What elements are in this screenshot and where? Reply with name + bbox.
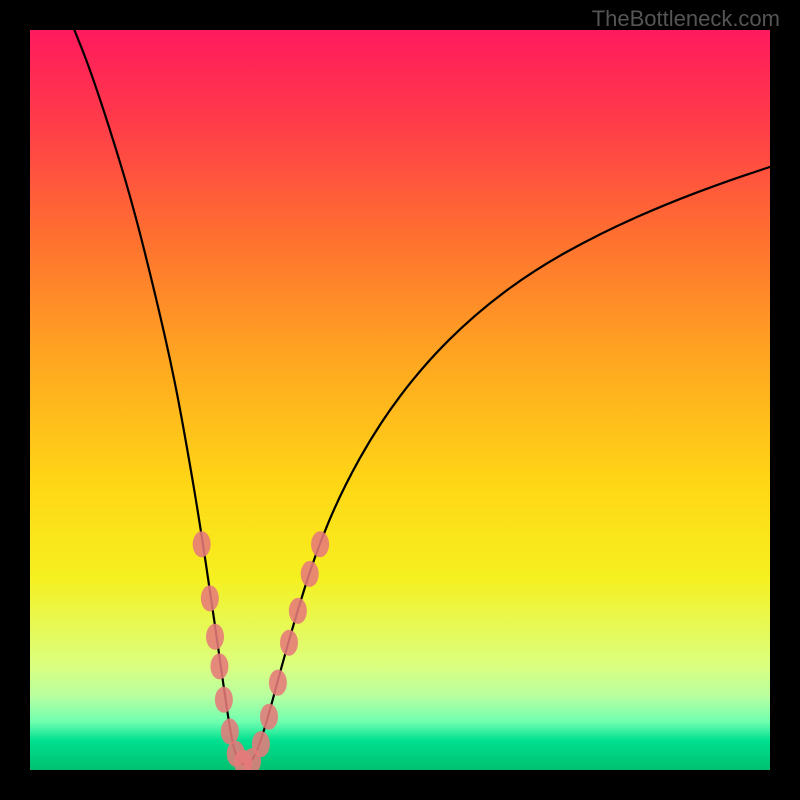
curve-marker bbox=[269, 670, 287, 696]
watermark-text: TheBottleneck.com bbox=[592, 6, 780, 32]
curve-marker bbox=[201, 585, 219, 611]
bottleneck-curve-chart bbox=[30, 30, 770, 770]
curve-marker bbox=[210, 653, 228, 679]
curve-marker bbox=[206, 624, 224, 650]
chart-background bbox=[30, 30, 770, 770]
curve-marker bbox=[252, 731, 270, 757]
curve-marker bbox=[280, 630, 298, 656]
curve-marker bbox=[289, 598, 307, 624]
curve-marker bbox=[311, 531, 329, 557]
chart-plot-area bbox=[30, 30, 770, 770]
curve-marker bbox=[193, 531, 211, 557]
curve-marker bbox=[215, 687, 233, 713]
curve-marker bbox=[260, 704, 278, 730]
curve-marker bbox=[301, 561, 319, 587]
curve-marker bbox=[221, 719, 239, 745]
